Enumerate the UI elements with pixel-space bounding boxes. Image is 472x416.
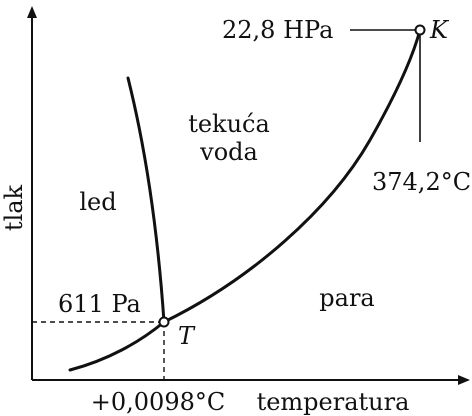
x-axis-label: temperatura (257, 388, 410, 416)
melting-curve (126, 76, 166, 324)
triple-point-temperature-label: +0,0098°C (91, 388, 225, 416)
critical-pressure-label: 22,8 HPa (222, 16, 333, 44)
region-solid-label: led (79, 188, 116, 216)
vaporization-curve (162, 28, 422, 324)
critical-point-marker (414, 24, 426, 36)
triple-point-marker (158, 316, 170, 328)
critical-point-symbol: K (429, 16, 450, 44)
y-axis-label: tlak (0, 184, 28, 231)
region-liquid-label-line2: voda (199, 138, 258, 166)
triple-point-symbol: T (178, 322, 196, 350)
critical-temperature-label: 374,2°C (372, 168, 471, 196)
region-gas-label: para (319, 284, 374, 312)
sublimation-curve (68, 320, 166, 372)
triple-point-pressure-label: 611 Pa (58, 290, 141, 318)
region-liquid-label-line1: tekuća (188, 110, 270, 138)
